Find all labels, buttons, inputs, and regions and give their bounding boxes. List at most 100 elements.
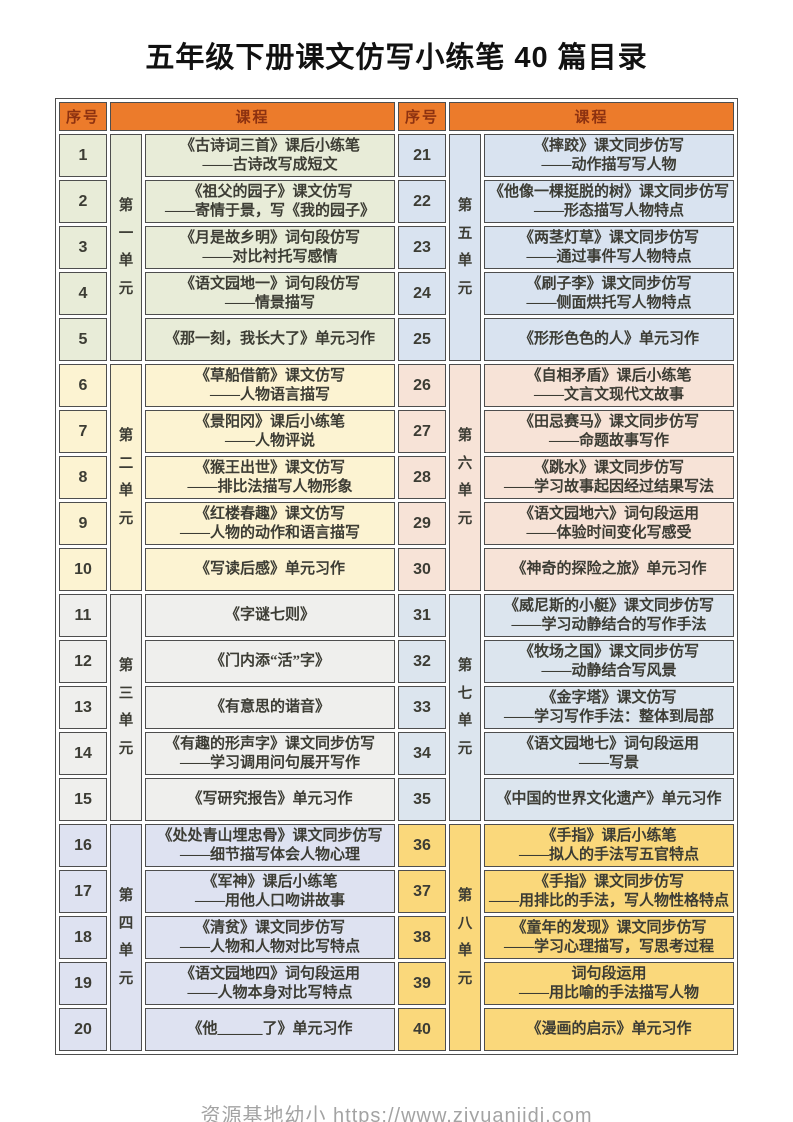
footer-watermark: 资源基地幼小 https://www.ziyuanjidi.com	[200, 1105, 593, 1122]
table-row: 13 《有意思的谐音》 33 《金字塔》课文仿写 ——学习写作手法：整体到局部	[59, 686, 734, 729]
course-subtitle: ——通过事件写人物特点	[526, 248, 692, 265]
course-title: 《童年的发现》课文同步仿写	[511, 919, 707, 936]
course-cell: 《写研究报告》单元习作	[145, 778, 395, 821]
row-number-cell: 33	[398, 686, 446, 729]
column-header-course-right: 课程	[449, 102, 734, 131]
row-number-cell: 25	[398, 318, 446, 361]
course-cell: 《祖父的园子》课文仿写 ——寄情于景，写《我的园子》	[145, 180, 395, 223]
table-row: 20 《他______了》单元习作 40 《漫画的启示》单元习作	[59, 1008, 734, 1051]
table-row: 14 《有趣的形声字》课文同步仿写 ——学习调用问句展开写作 34 《语文园地七》词句段…	[59, 732, 734, 775]
table-row: 11 第三单元《字谜七则》 31 第七单元《威尼斯的小艇》课文同步仿写 ——学习动静结合…	[59, 594, 734, 821]
row-number-cell: 20	[59, 1008, 107, 1051]
table-row: 10 《写读后感》单元习作 30 《神奇的探险之旅》单元习作	[59, 548, 734, 591]
row-number-cell: 5	[59, 318, 107, 361]
row-number-cell: 36	[398, 824, 446, 867]
course-subtitle: ——动作描写写人物	[541, 156, 677, 173]
course-cell: 《语文园地七》词句段运用 ——写景	[484, 732, 734, 775]
unit-label-char: 单	[457, 253, 473, 269]
unit-label-cell: 第六单元	[449, 364, 481, 591]
unit-label-cell: 第一单元	[110, 134, 142, 361]
course-subtitle: ——侧面烘托写人物特点	[526, 294, 692, 311]
course-cell: 《神奇的探险之旅》单元习作	[484, 548, 734, 591]
course-subtitle: ——人物评说	[224, 432, 315, 449]
course-title: 《形形色色的人》单元习作	[518, 331, 699, 347]
unit-label-char: 单	[118, 713, 134, 729]
course-cell: 《两茎灯草》课文同步仿写 ——通过事件写人物特点	[484, 226, 734, 269]
table-row: 18 《清贫》课文同步仿写 ——人物和人物对比写特点 38 《童年的发现》课文同步仿写 —…	[59, 916, 734, 959]
course-title: 《摔跤》课文同步仿写	[533, 137, 684, 154]
unit-label-cell: 第四单元	[110, 824, 142, 1051]
table-row: 12 《门内添“活”字》 32 《牧场之国》课文同步仿写 ——动静结合写风景	[59, 640, 734, 683]
row-number-cell: 26	[398, 364, 446, 407]
row-number-cell: 35	[398, 778, 446, 821]
course-cell: 《田忌赛马》课文同步仿写 ——命题故事写作	[484, 410, 734, 453]
unit-label-char: 单	[118, 483, 134, 499]
unit-label-char: 第	[118, 428, 134, 444]
course-title: 《手指》课后小练笔	[541, 827, 677, 844]
course-cell: 《门内添“活”字》	[145, 640, 395, 683]
table-row: 4 《语文园地一》词句段仿写 ——情景描写 24 《刷子李》课文同步仿写 ——侧面烘托写人…	[59, 272, 734, 315]
row-number-cell: 13	[59, 686, 107, 729]
unit-label-char: 单	[457, 713, 473, 729]
row-number-cell: 14	[59, 732, 107, 775]
course-title: 《处处青山埋忠骨》课文同步仿写	[157, 827, 383, 844]
course-subtitle: ——用他人口吻讲故事	[194, 892, 345, 909]
unit-label-char: 二	[118, 455, 134, 472]
course-subtitle: ——寄情于景，写《我的园子》	[164, 202, 375, 219]
table-row: 6 第二单元《草船借箭》课文仿写 ——人物语言描写 26 第六单元《自相矛盾》课后小练笔…	[59, 364, 734, 591]
course-cell: 《猴王出世》课文仿写 ——排比法描写人物形象	[145, 456, 395, 499]
course-title: 《有趣的形声字》课文同步仿写	[164, 735, 375, 752]
unit-label-char: 元	[118, 510, 134, 527]
course-cell: 《语文园地六》词句段运用 ——体验时间变化写感受	[484, 502, 734, 545]
unit-label-char: 三	[118, 685, 134, 702]
row-number-cell: 22	[398, 180, 446, 223]
unit-label-char: 元	[457, 510, 473, 527]
course-title: 《军神》课后小练笔	[202, 873, 338, 890]
row-number-cell: 12	[59, 640, 107, 683]
course-cell: 《摔跤》课文同步仿写 ——动作描写写人物	[484, 134, 734, 177]
course-title: 《他像一棵挺脱的树》课文同步仿写	[488, 183, 729, 200]
unit-label-char: 单	[118, 943, 134, 959]
row-number-cell: 17	[59, 870, 107, 913]
course-subtitle: ——情景描写	[224, 294, 315, 311]
course-subtitle: ——人物的动作和语言描写	[179, 524, 360, 541]
unit-label-char: 元	[118, 740, 134, 757]
unit-label-char: 单	[457, 483, 473, 499]
course-title: 《字谜七则》	[224, 607, 315, 623]
row-number-cell: 37	[398, 870, 446, 913]
course-subtitle: ——人物和人物对比写特点	[179, 938, 360, 955]
course-cell: 《清贫》课文同步仿写 ——人物和人物对比写特点	[145, 916, 395, 959]
course-title: 《自相矛盾》课后小练笔	[526, 367, 692, 384]
row-number-cell: 29	[398, 502, 446, 545]
course-title: 《古诗词三首》课后小练笔	[179, 137, 360, 154]
course-title: 词句段运用	[571, 965, 647, 982]
course-subtitle: ——学习故事起因经过结果写法	[503, 478, 714, 495]
row-number-cell: 18	[59, 916, 107, 959]
unit-label-char: 第	[118, 888, 134, 904]
unit-label-char: 元	[457, 740, 473, 757]
row-number-cell: 30	[398, 548, 446, 591]
table-row: 19 《语文园地四》词句段运用 ——人物本身对比写特点 39 词句段运用 ——用比喻的手法…	[59, 962, 734, 1005]
table-row: 16 第四单元《处处青山埋忠骨》课文同步仿写 ——细节描写体会人物心理 36 第八单元《…	[59, 824, 734, 1051]
unit-label-char: 第	[457, 888, 473, 904]
unit-label-cell: 第八单元	[449, 824, 481, 1051]
course-subtitle: ——学习动静结合的写作手法	[511, 616, 707, 633]
course-subtitle: ——排比法描写人物形象	[187, 478, 353, 495]
course-title: 《威尼斯的小艇》课文同步仿写	[503, 597, 714, 614]
row-number-cell: 38	[398, 916, 446, 959]
unit-label-char: 八	[457, 915, 473, 932]
course-cell: 《景阳冈》课后小练笔 ——人物评说	[145, 410, 395, 453]
table-body: 1 第一单元《古诗词三首》课后小练笔 ——古诗改写成短文 21 第五单元《摔跤》课文同步…	[59, 134, 734, 1051]
course-title: 《语文园地七》词句段运用	[518, 735, 699, 752]
course-subtitle: ——古诗改写成短文	[202, 156, 338, 173]
course-cell: 《刷子李》课文同步仿写 ——侧面烘托写人物特点	[484, 272, 734, 315]
course-subtitle: ——形态描写人物特点	[533, 202, 684, 219]
row-number-cell: 39	[398, 962, 446, 1005]
course-title: 《祖父的园子》课文仿写	[187, 183, 353, 200]
course-cell: 《写读后感》单元习作	[145, 548, 395, 591]
table-row: 7 《景阳冈》课后小练笔 ——人物评说 27 《田忌赛马》课文同步仿写 ——命题故事写作	[59, 410, 734, 453]
course-title: 《语文园地四》词句段运用	[179, 965, 360, 982]
column-header-number-left: 序号	[59, 102, 107, 131]
unit-label-char: 一	[118, 225, 134, 242]
course-title: 《写研究报告》单元习作	[187, 791, 353, 807]
